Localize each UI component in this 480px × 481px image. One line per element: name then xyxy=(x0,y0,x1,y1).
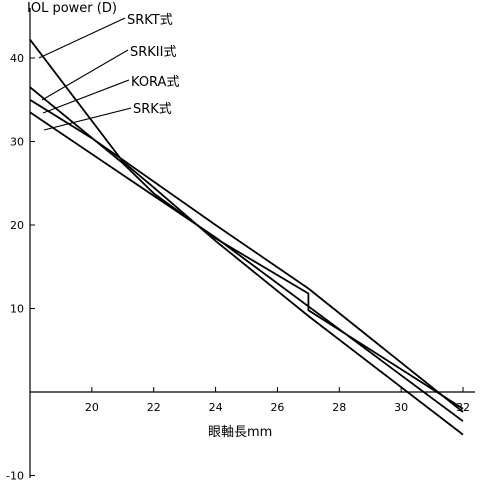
annotation-label: SRKT式 xyxy=(127,13,173,28)
y-tick-label: 10 xyxy=(10,303,24,316)
annotation-label: KORA式 xyxy=(131,75,179,90)
annotation-label: SRKII式 xyxy=(130,45,176,60)
y-tick-label: 20 xyxy=(10,219,24,232)
annotation-leader-line xyxy=(43,107,132,131)
series-lines xyxy=(29,39,464,436)
x-tick-label: 32 xyxy=(456,401,470,414)
series-annotations: SRKT式 SRKII式 KORA式 SRK式 xyxy=(38,13,179,131)
y-tick-label: 30 xyxy=(10,136,24,149)
axis-ticks: 20 22 24 26 28 30 32 -10 10 20 30 40 xyxy=(6,52,470,481)
x-tick-label: 24 xyxy=(209,401,223,414)
annotation-leader-line xyxy=(41,49,129,101)
annotation-leader-line xyxy=(42,79,130,114)
y-tick-label: 40 xyxy=(10,52,24,65)
annotation-leader-line xyxy=(38,17,126,59)
series-line-SRKT式 xyxy=(29,39,464,436)
x-tick-label: 22 xyxy=(147,401,161,414)
x-tick-label: 20 xyxy=(85,401,99,414)
x-axis-title: 眼軸長mm xyxy=(208,425,272,440)
series-line-SRK式 xyxy=(29,111,464,422)
y-tick-label: -10 xyxy=(6,470,24,481)
series-line-KORA式 xyxy=(29,99,464,413)
annotation-label: SRK式 xyxy=(133,102,172,117)
y-axis-title: IOL power (D) xyxy=(27,1,117,16)
x-tick-label: 30 xyxy=(394,401,408,414)
x-tick-label: 28 xyxy=(332,401,346,414)
x-tick-label: 26 xyxy=(270,401,284,414)
